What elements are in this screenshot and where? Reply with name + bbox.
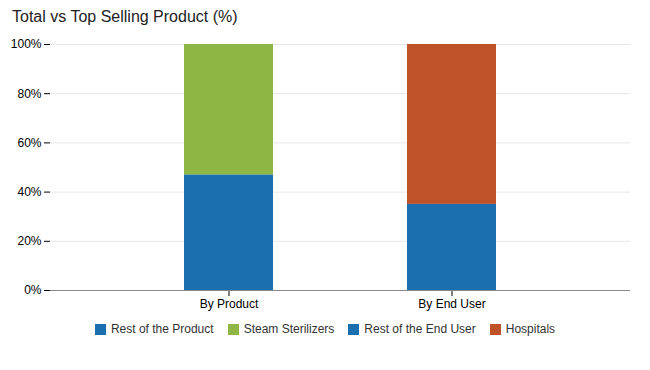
html-text:Steam Sterilizers: Steam Sterilizers [243,322,335,336]
html-text:Rest of the End User: Rest of the End User [364,322,476,336]
svg-text:100%: 100% [11,37,42,51]
html-text:Rest of the Product: Rest of the Product [110,322,214,336]
svg-text:20%: 20% [17,234,41,248]
svg-text:80%: 80% [17,87,41,101]
svg-text:By Product: By Product [200,297,259,311]
html-text:Total vs Top Selling Product (: Total vs Top Selling Product (%) [12,8,238,25]
html-text:Hospitals: Hospitals [505,322,556,336]
svg-text:60%: 60% [17,136,41,150]
svg-text:40%: 40% [17,185,41,199]
svg-text:0%: 0% [24,283,42,297]
svg-text:By End User: By End User [418,297,485,311]
